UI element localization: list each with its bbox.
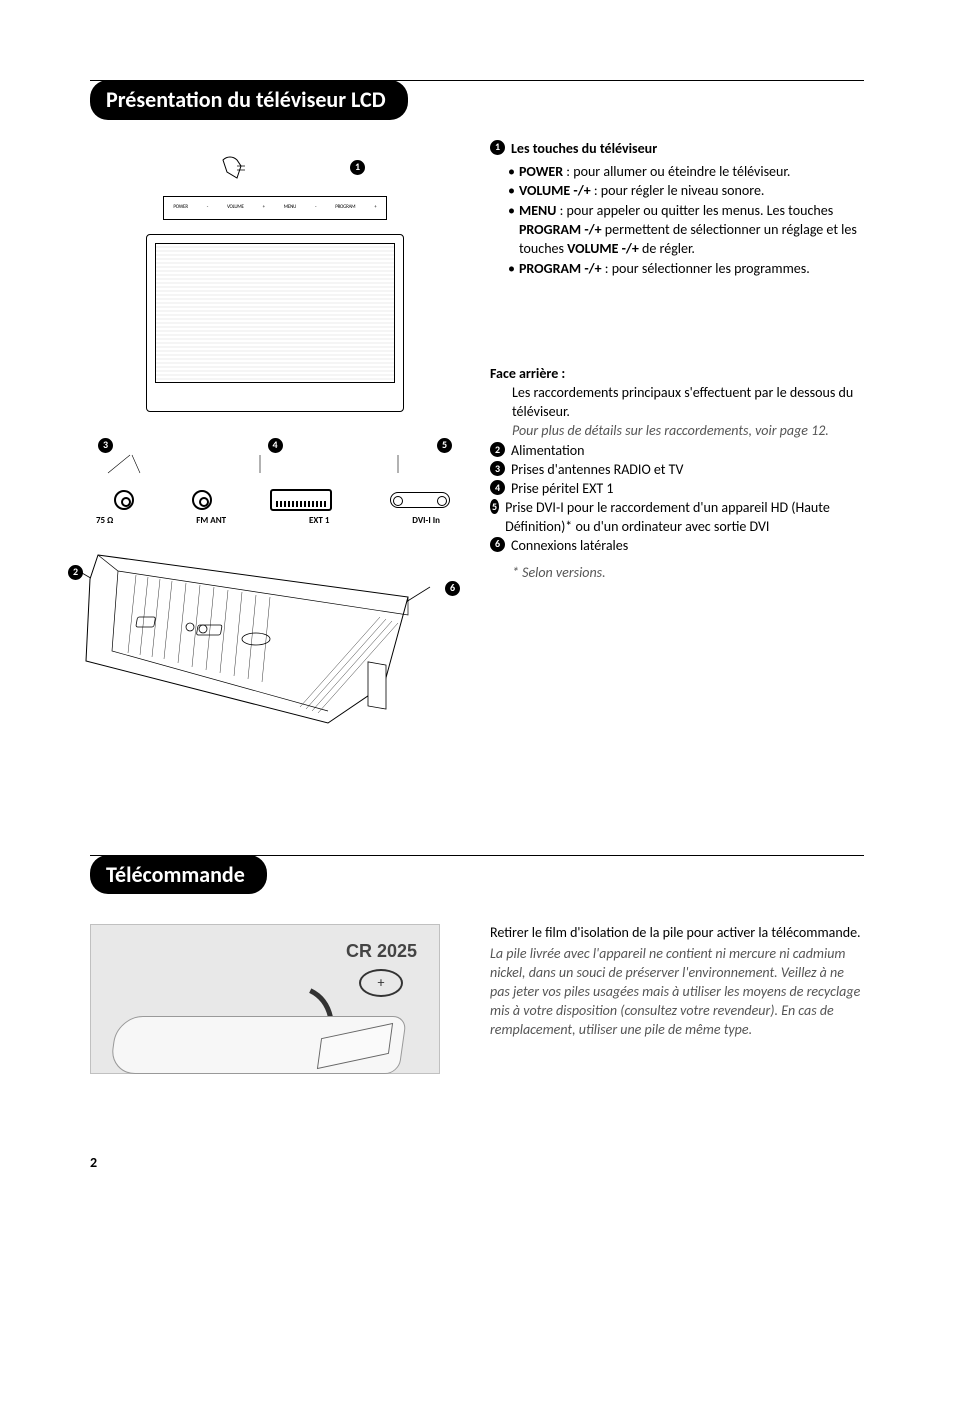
callout-5-icon: 5 [437,438,452,453]
tv-illustration: 1 POWER - VOLUME + MENU - PROGRAM + [90,140,460,725]
panel-volume-label: VOLUME [227,204,244,211]
section-presentation: Présentation du téléviseur LCD 1 POWER -… [90,80,864,725]
callout-1-ref-icon: 1 [490,140,505,155]
callout-5-ref-icon: 5 [490,499,499,514]
callout-6-ref-icon: 6 [490,537,505,552]
tv-rear-perspective: 2 6 [68,535,460,725]
item-peritel: 4Prise péritel EXT 1 [490,480,864,499]
antenna-tv-icon [114,490,134,510]
tv-body [146,234,404,412]
rear-footnote: * Selon versions. [490,564,864,583]
antenna-fm-icon [192,490,212,510]
rear-face-note: Pour plus de détails sur les raccordemen… [490,422,864,441]
ext1-label: EXT 1 [309,515,329,527]
remote-illustration: CR 2025 + [90,924,460,1074]
panel-minus2-label: - [315,204,316,211]
bullet-power: POWER : pour allumer ou éteindre le télé… [490,163,864,182]
page-number: 2 [90,1154,864,1173]
battery-model-label: CR 2025 [346,939,417,963]
ohm-label: 75 Ω [96,515,113,527]
hand-pointer-icon [217,156,257,186]
tv-buttons-block: 1 Les touches du téléviseur POWER : pour… [490,140,864,279]
scart-port-icon [270,489,332,511]
item-dvi: 5Prise DVI-I pour le raccordement d'un a… [490,499,864,537]
bullet-volume: VOLUME -/+ : pour régler le niveau sonor… [490,182,864,201]
battery-icon: + [359,969,403,997]
tv-screen [155,243,395,383]
rear-ports [114,489,450,511]
tv-rear-drawing [68,535,448,725]
panel-plus2-label: + [374,204,376,211]
tv-front-panel: 1 POWER - VOLUME + MENU - PROGRAM + [145,160,405,220]
section-telecommande: Télécommande CR 2025 + Retirer le film d… [90,855,864,1075]
panel-buttons-row: POWER - VOLUME + MENU - PROGRAM + [163,196,387,220]
bullet-menu: MENU : pour appeler ou quitter les menus… [490,202,864,259]
panel-minus-label: - [207,204,208,211]
rear-face-block: Face arrière : Les raccordements princip… [490,365,864,583]
heading-telecommande: Télécommande [90,855,267,895]
heading-presentation: Présentation du téléviseur LCD [90,80,408,120]
dvi-port-icon [390,492,450,508]
bullet-program: PROGRAM -/+ : pour sélectionner les prog… [490,260,864,279]
rear-face-title: Face arrière : [490,365,864,384]
callout-4-icon: 4 [268,438,283,453]
callout-4-ref-icon: 4 [490,480,505,495]
remote-note: La pile livrée avec l'appareil ne contie… [490,945,864,1039]
callout-2-ref-icon: 2 [490,442,505,457]
item-antennes: 3Prises d'antennes RADIO et TV [490,461,864,480]
dvi-label: DVI-I In [412,515,440,527]
panel-power-label: POWER [173,204,187,211]
remote-text: Retirer le film d'isolation de la pile p… [490,924,864,1074]
panel-plus-label: + [263,204,265,211]
callout-3-ref-icon: 3 [490,461,505,476]
remote-para: Retirer le film d'isolation de la pile p… [490,924,864,943]
presentation-text: 1 Les touches du téléviseur POWER : pour… [490,140,864,725]
item-laterales: 6Connexions latérales [490,537,864,556]
callout-fan-lines [90,453,430,475]
fm-label: FM ANT [196,515,226,527]
rear-face-intro: Les raccordements principaux s'effectuen… [490,384,864,422]
panel-program-label: PROGRAM [335,204,355,211]
callout-2-icon: 2 [68,565,83,580]
rear-port-labels: 75 Ω FM ANT EXT 1 DVI-I In [96,515,440,527]
tv-buttons-title: Les touches du téléviseur [511,140,657,159]
callout-6-icon: 6 [445,581,460,596]
callout-1-icon: 1 [350,160,365,175]
callout-3-icon: 3 [98,438,113,453]
panel-menu-label: MENU [284,204,296,211]
item-alimentation: 2Alimentation [490,442,864,461]
